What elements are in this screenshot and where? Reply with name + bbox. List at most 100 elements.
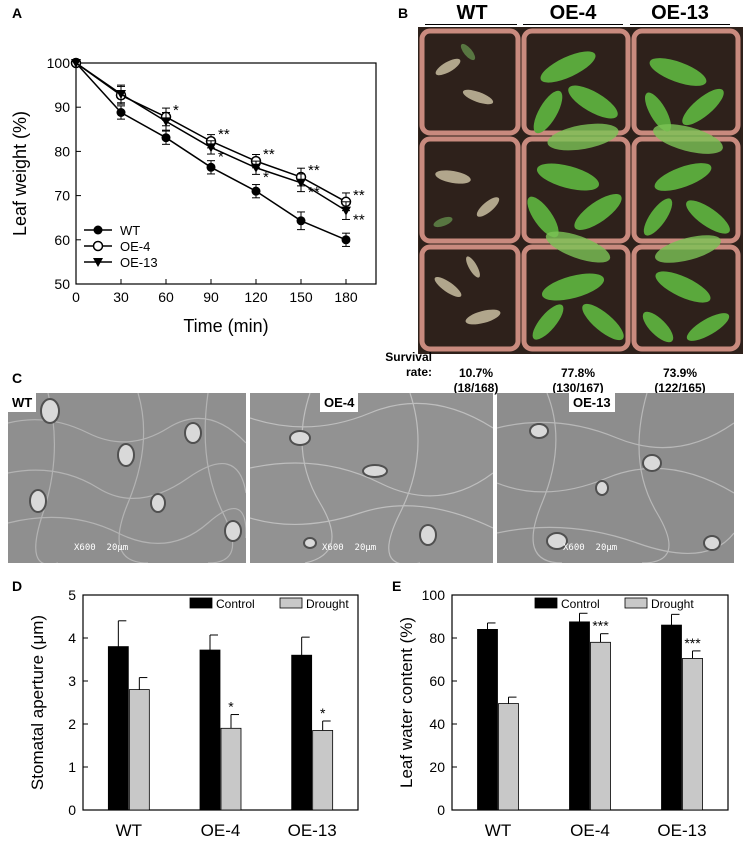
leaf-weight-line-chart: 50 60 70 80 90 100 0 30 60 90 120 150 180 Time (min) L…	[10, 55, 377, 336]
sem-label-oe13: OE-13	[569, 393, 615, 412]
data-point-oe-13	[71, 59, 81, 68]
genotype-label-wt: WT	[456, 2, 488, 24]
data-point-oe-13	[161, 117, 171, 127]
genotype-label-oe4: OE-4	[549, 2, 597, 24]
bar-drought	[590, 641, 611, 811]
bar-drought	[312, 730, 334, 811]
y-tick-label: 1	[68, 759, 76, 775]
plot-frame	[451, 594, 729, 811]
panel-label-a: A	[12, 5, 23, 21]
significance-mark: **	[218, 126, 230, 143]
panel-label-c: C	[12, 370, 23, 386]
legend-label-drought: Drought	[306, 597, 349, 611]
survival-oe13-counts: (122/165)	[654, 381, 706, 395]
significance-mark: ***	[684, 635, 701, 651]
sem-scale-oe4: X600 20μm	[322, 543, 377, 553]
legend-label-drought: Drought	[651, 597, 694, 611]
legend-label-control: Control	[216, 597, 255, 611]
y-axis-title: Stomatal aperture (μm)	[28, 615, 47, 790]
y-tick-label: 80	[54, 143, 70, 159]
bar-drought	[128, 689, 150, 811]
legend-marker-wt	[93, 225, 103, 235]
y-tick-label: 100	[422, 587, 446, 603]
significance-mark: *	[320, 705, 326, 721]
y-tick-label: 100	[47, 55, 71, 71]
series-line-oe-4	[75, 62, 347, 203]
x-tick-label: 180	[334, 289, 358, 305]
sem-image-oe4: OE-4 X600 20μm	[250, 393, 493, 563]
significance-mark: **	[353, 187, 365, 204]
legend-label-wt: WT	[120, 223, 140, 238]
y-tick-label: 80	[429, 630, 445, 646]
legend-marker-oe-13	[93, 258, 103, 267]
significance-mark: ***	[592, 618, 609, 634]
data-point-wt	[251, 186, 261, 196]
significance-mark: *	[173, 102, 179, 119]
survival-rate-label: Survival rate:	[372, 350, 432, 380]
significance-mark: **	[308, 184, 320, 201]
significance-mark: *	[263, 169, 269, 186]
data-point-oe-13	[206, 143, 216, 153]
survival-oe13: 73.9% (122/165)	[640, 366, 720, 396]
data-point-oe-13	[341, 206, 351, 216]
legend-label-oe-4: OE-4	[120, 239, 150, 254]
significance-mark: **	[353, 212, 365, 229]
genotype-underline-oe13	[630, 24, 730, 25]
genotype-label-oe13: OE-13	[651, 2, 709, 24]
bar-control	[661, 624, 682, 811]
bar-control	[477, 629, 498, 811]
x-tick-label: 120	[244, 289, 268, 305]
data-point-wt	[161, 133, 171, 143]
y-tick-label: 40	[429, 716, 445, 732]
survival-wt-percent: 10.7%	[458, 366, 494, 380]
x-tick-label: 30	[113, 289, 129, 305]
bar-control	[199, 649, 221, 811]
data-point-wt	[296, 216, 306, 226]
sem-texture-oe4	[250, 393, 493, 563]
sem-label-wt: WT	[8, 393, 37, 412]
y-tick-label: 90	[54, 99, 70, 115]
data-point-oe-13	[296, 178, 306, 188]
category-label: OE-13	[657, 821, 706, 840]
plot-frame	[75, 62, 377, 285]
y-tick-label: 20	[429, 759, 445, 775]
y-tick-label: 4	[68, 630, 76, 646]
y-tick-label: 0	[68, 802, 76, 818]
genotype-underline-wt	[425, 24, 517, 25]
leaf-water-content-bar-chart: 0 20 40 60 80 100 Leaf water content (%) WT OE-4…	[397, 587, 729, 840]
drought-plants-photo	[418, 27, 743, 354]
sem-scale-wt: X600 20μm	[74, 543, 129, 553]
legend-label-control: Control	[561, 597, 600, 611]
sem-scale-oe13: X600 20μm	[563, 543, 618, 553]
y-tick-label: 50	[54, 276, 70, 292]
data-point-wt	[341, 235, 351, 245]
legend-marker-oe-4	[92, 240, 104, 252]
panel-label-d: D	[12, 578, 23, 594]
sem-texture-oe13	[497, 393, 734, 563]
x-tick-label: 150	[289, 289, 313, 305]
x-tick-label: 60	[158, 289, 174, 305]
y-tick-label: 60	[429, 673, 445, 689]
survival-oe4-percent: 77.8%	[560, 366, 596, 380]
category-label: OE-4	[570, 821, 610, 840]
bar-drought	[498, 703, 519, 811]
bar-control	[569, 621, 590, 811]
survival-label-line2: rate:	[405, 365, 432, 379]
survival-oe13-percent: 73.9%	[662, 366, 698, 380]
plot-frame	[82, 594, 359, 811]
y-axis-title: Leaf weight (%)	[10, 111, 30, 236]
plant-trays-illustration	[418, 27, 743, 354]
significance-mark: *	[228, 699, 234, 715]
x-tick-label: 0	[72, 289, 80, 305]
genotype-underline-oe4	[523, 24, 623, 25]
bar-drought	[220, 727, 242, 811]
sem-image-wt: WT X600 20μm	[8, 393, 246, 563]
category-label: WT	[485, 821, 511, 840]
panel-label-b: B	[398, 5, 409, 21]
x-axis-title: Time (min)	[183, 316, 268, 336]
bar-control	[291, 654, 313, 811]
y-axis-title: Leaf water content (%)	[397, 617, 416, 788]
sem-texture-wt	[8, 393, 246, 563]
legend-label-oe-13: OE-13	[120, 255, 158, 270]
y-tick-label: 3	[68, 673, 76, 689]
